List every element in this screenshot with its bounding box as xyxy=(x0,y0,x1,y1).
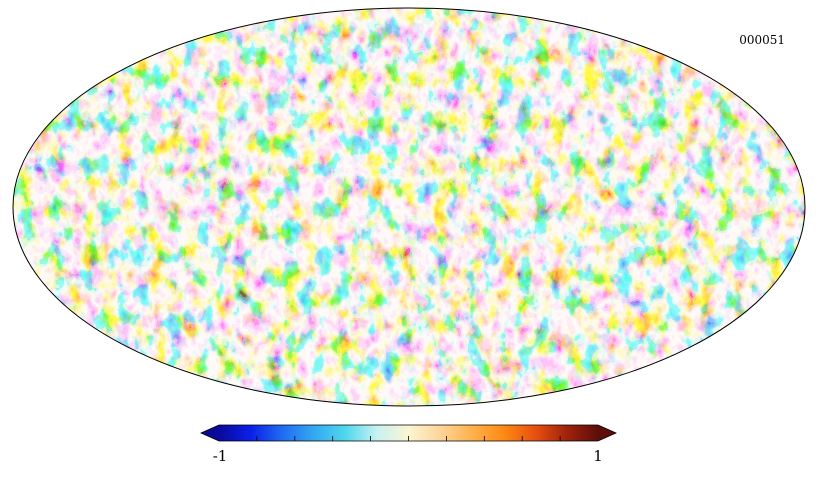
colorbar-min-arrow xyxy=(201,425,219,441)
colorbar-max-arrow xyxy=(598,425,616,441)
colorbar-gradient xyxy=(219,425,598,441)
colorbar-ticks xyxy=(256,436,561,441)
map-outline xyxy=(12,7,806,407)
colorbar xyxy=(200,424,617,442)
colorbar-max-label: 1 xyxy=(593,447,603,465)
colorbar-outline xyxy=(200,424,617,442)
map-field xyxy=(13,8,805,406)
map-id-label: 000051 xyxy=(739,33,785,47)
sky-map xyxy=(12,7,806,407)
colorbar-min-label: -1 xyxy=(212,447,228,465)
